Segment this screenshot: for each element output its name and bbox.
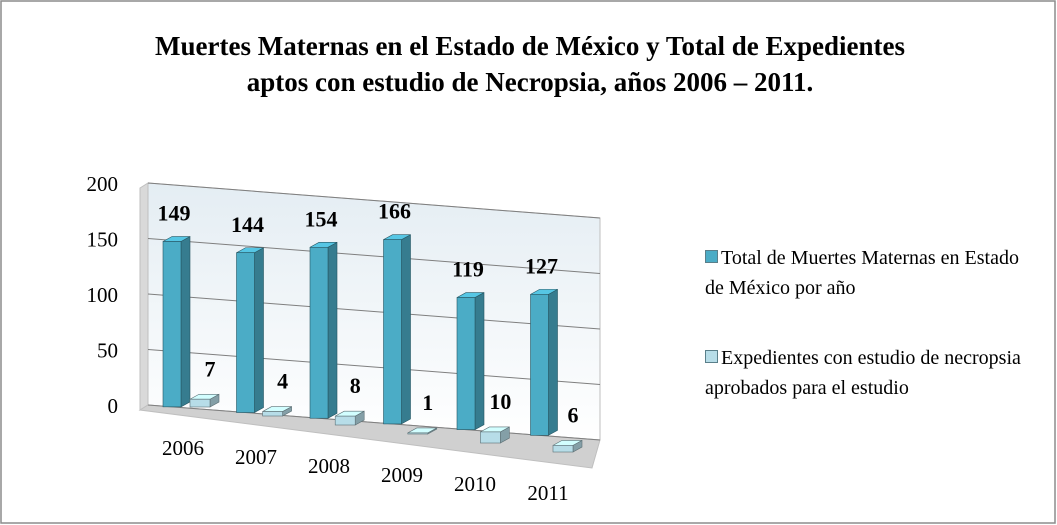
grid-line [147, 182, 601, 219]
data-label: 154 [305, 206, 338, 231]
bar-group [407, 427, 438, 435]
data-label: 149 [158, 201, 191, 226]
bar-group [309, 241, 338, 419]
chart-title: Muertes Maternas en el Estado de México … [155, 31, 905, 97]
bar-group [262, 406, 292, 417]
bar-group [552, 439, 583, 453]
data-label: 6 [568, 402, 579, 427]
data-label: 1 [422, 390, 433, 415]
x-tick-label: 2007 [235, 445, 277, 469]
bar-group [530, 288, 558, 436]
y-tick-label: 150 [87, 227, 119, 251]
bar-group [383, 234, 411, 425]
bar [552, 445, 574, 453]
x-tick-label: 2006 [162, 436, 204, 460]
y-tick-label: 200 [87, 172, 119, 196]
data-label: 4 [277, 369, 288, 394]
data-label: 144 [231, 212, 264, 237]
legend-label: Expedientes con estudio de necropsia apr… [705, 347, 1021, 399]
bar-group [162, 236, 191, 408]
y-tick-label: 100 [87, 283, 119, 307]
bar [309, 246, 329, 419]
bar-side [327, 241, 338, 419]
data-label: 119 [452, 257, 484, 282]
grid-line [147, 293, 601, 330]
grid-line [147, 349, 601, 385]
legend-entry: Total de Muertes Maternas en Estado de M… [705, 243, 1035, 303]
bar-group [480, 426, 510, 444]
grid-line [147, 404, 601, 441]
bar-group [456, 292, 485, 431]
bar [407, 432, 429, 435]
grid: 0 50 100 150 200 [87, 172, 601, 441]
grid-line [147, 238, 601, 274]
bar-side [548, 288, 558, 436]
y-tick-label: 50 [97, 338, 118, 362]
bar [334, 415, 356, 426]
legend-entry: Expedientes con estudio de necropsia apr… [705, 343, 1035, 403]
bars: 149 7 2006 144 4 2007 154 8 2008 166 1 2009 119 10 201… [158, 199, 583, 505]
bar-side [180, 236, 191, 408]
bar-group [236, 247, 264, 414]
x-tick-label: 2008 [308, 454, 350, 478]
bar [236, 252, 255, 413]
x-tick-label: 2011 [527, 481, 568, 505]
y-tick-label: 0 [108, 394, 119, 418]
bar [530, 294, 549, 436]
bar-group [334, 410, 365, 426]
legend-swatch [705, 350, 718, 363]
data-label: 127 [525, 253, 558, 278]
x-tick-label: 2009 [381, 463, 423, 487]
bar [383, 239, 402, 425]
bar-group [189, 393, 220, 408]
legend-swatch [705, 250, 718, 263]
bar [189, 398, 211, 408]
bar [262, 411, 283, 417]
bar [480, 431, 501, 444]
data-label: 8 [350, 373, 361, 398]
data-label: 7 [205, 356, 216, 381]
data-label: 10 [489, 389, 511, 414]
bar-side [254, 247, 264, 414]
x-tick-label: 2010 [454, 472, 496, 496]
side-wall [139, 182, 149, 411]
legend-label: Total de Muertes Maternas en Estado de M… [705, 247, 1019, 299]
bar [162, 241, 182, 408]
bar-side [401, 234, 411, 425]
bar [456, 297, 476, 430]
bar-side [474, 292, 485, 431]
data-label: 166 [378, 199, 411, 224]
